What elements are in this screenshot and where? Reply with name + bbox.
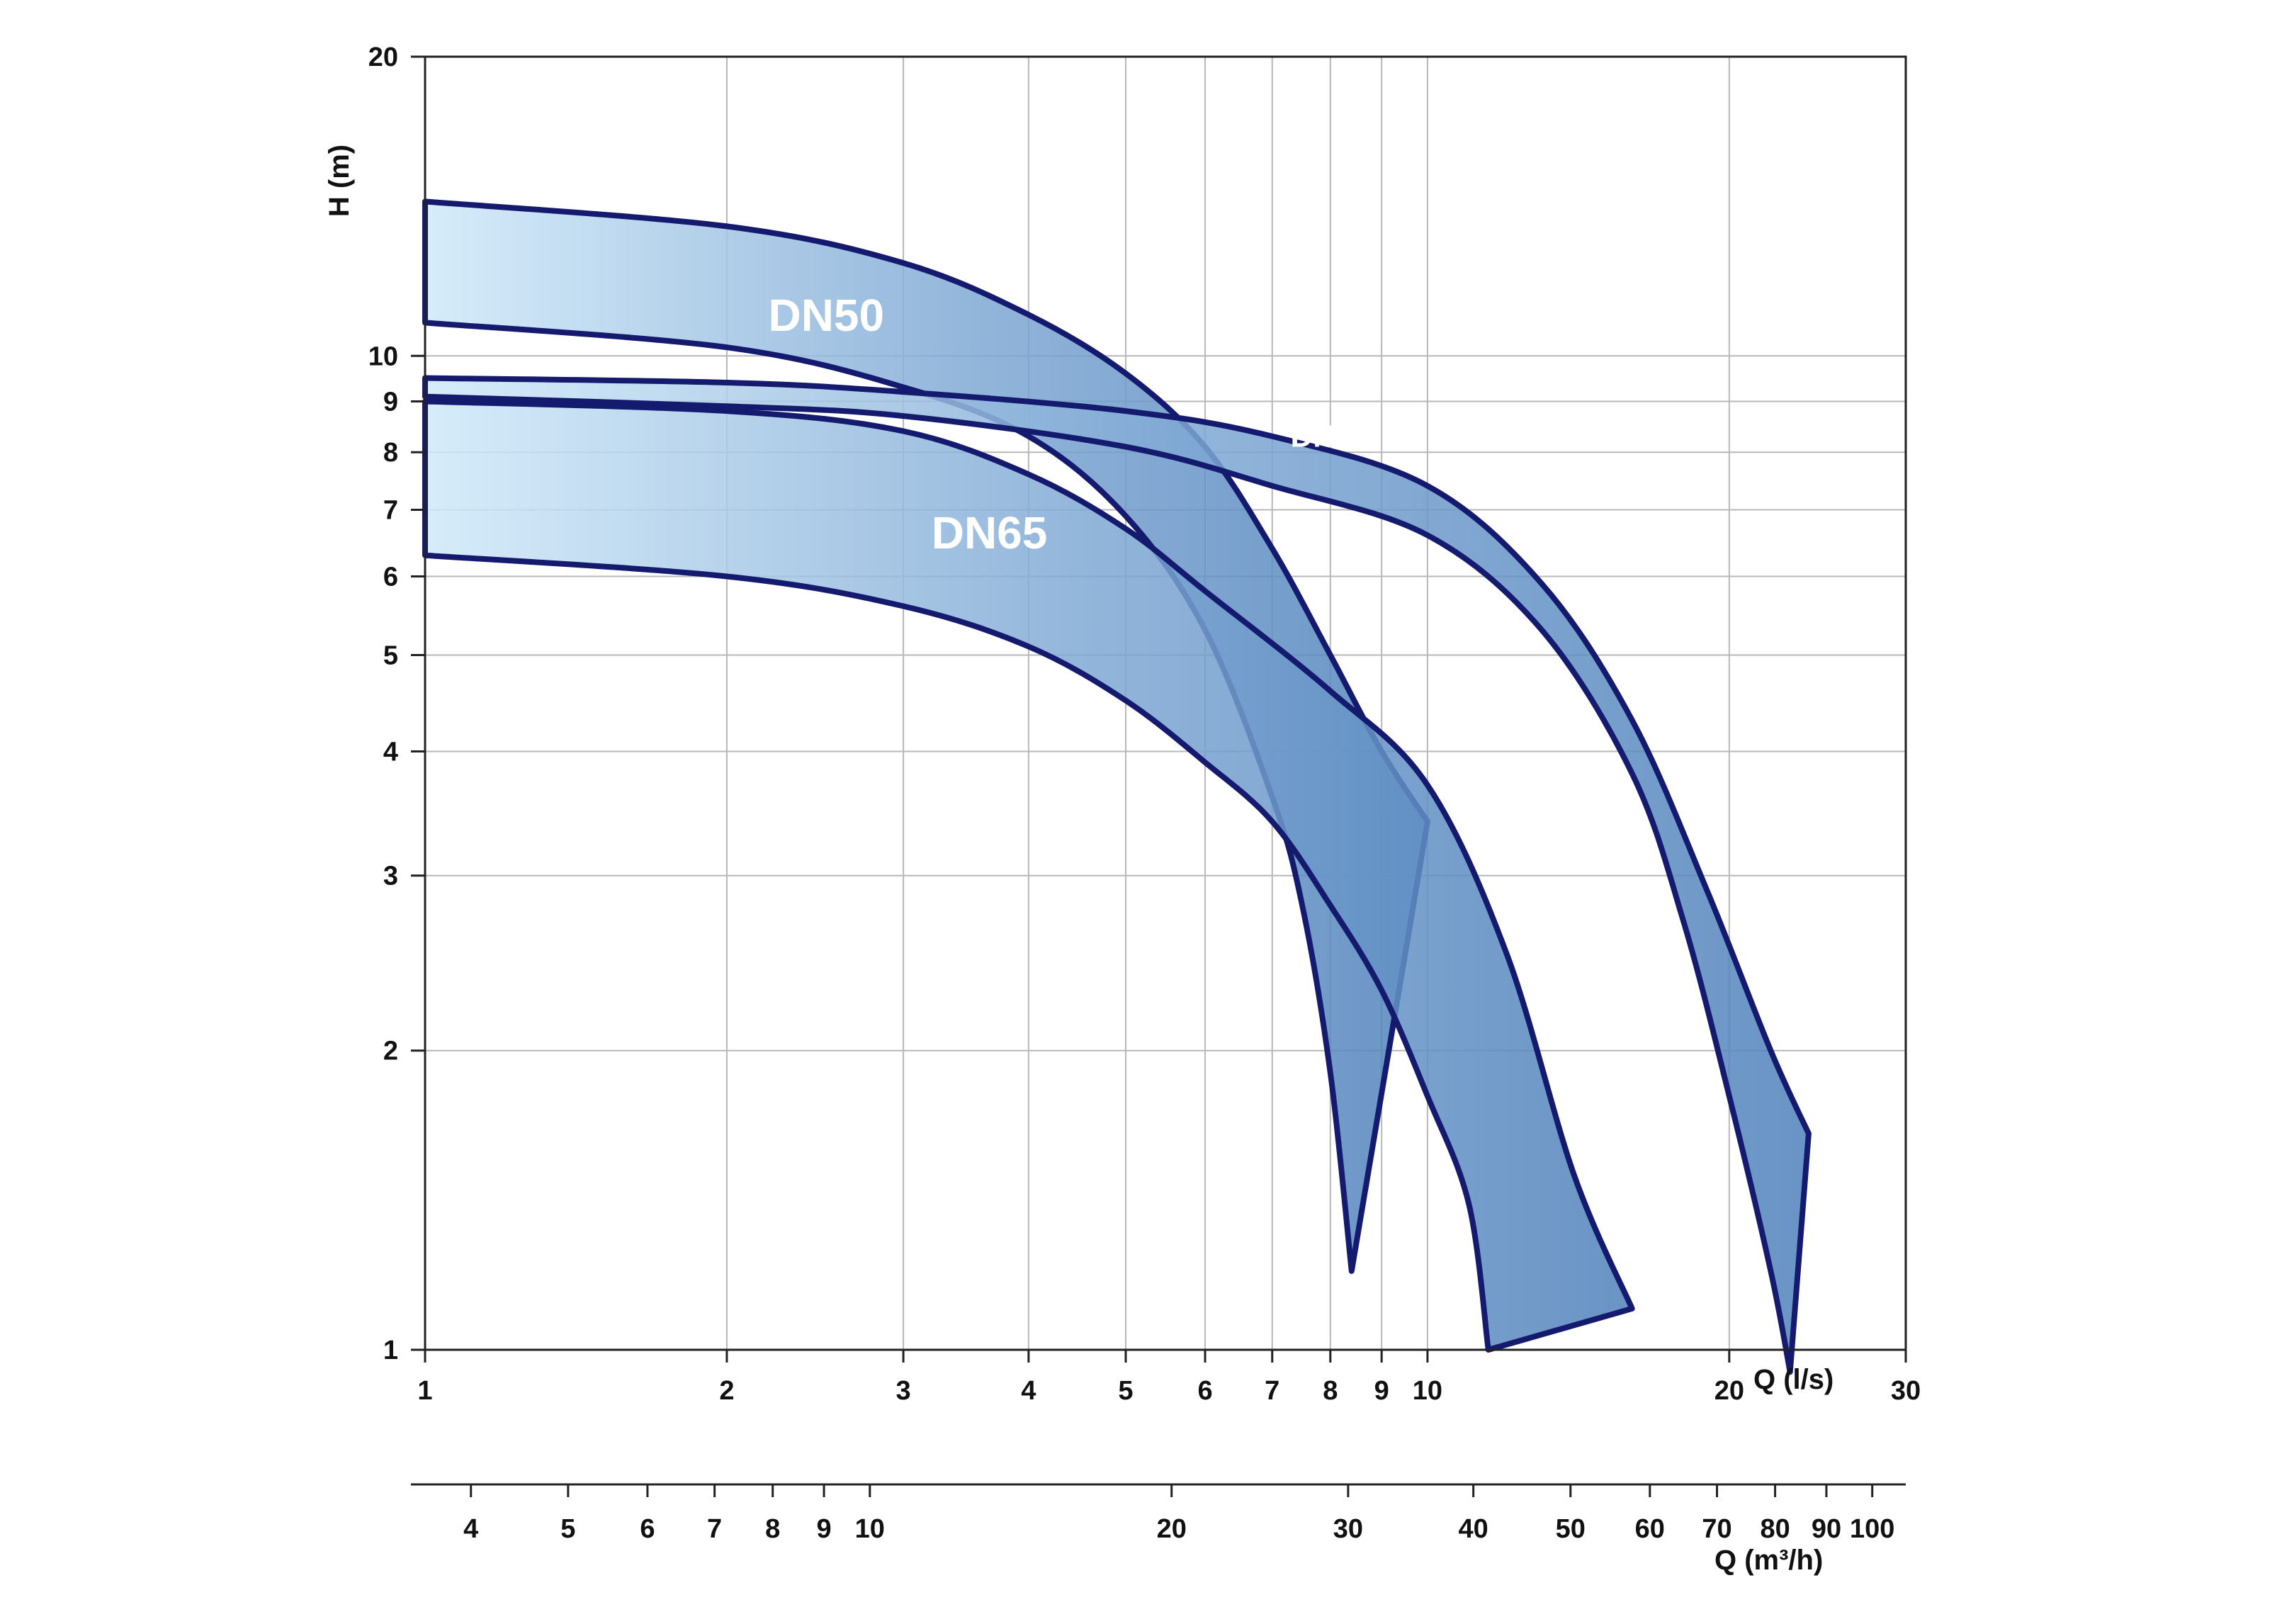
x2-tick-label: 8 xyxy=(765,1514,780,1544)
band-dn80 xyxy=(422,375,1812,1375)
x2-tick-label: 70 xyxy=(1702,1514,1731,1544)
y-axis-ticks: 1 2 3 4 5 6 7 8 9 10 20 xyxy=(368,43,425,1365)
y-tick-label: 20 xyxy=(368,43,398,72)
x2-tick-label: 9 xyxy=(816,1514,831,1544)
x-axis-ticks: 1 2 3 4 5 6 7 8 9 10 20 30 xyxy=(417,1350,1921,1406)
y-tick-label: 1 xyxy=(383,1336,398,1365)
x2-tick-label: 10 xyxy=(855,1514,885,1544)
performance-bands xyxy=(422,198,1812,1375)
y-tick-label: 5 xyxy=(383,641,398,671)
band-labels: DN50 DN65 DN80 xyxy=(768,290,1370,558)
x2-tick-label: 6 xyxy=(640,1514,655,1544)
x-tick-label: 3 xyxy=(896,1376,911,1406)
y-tick-label: 8 xyxy=(383,438,398,468)
x2-axis-title: Q (m³/h) xyxy=(1714,1545,1823,1576)
band-label-dn50: DN50 xyxy=(768,290,884,341)
x-tick-label: 10 xyxy=(1413,1376,1442,1406)
y-tick-label: 2 xyxy=(383,1037,398,1066)
y-tick-label: 10 xyxy=(368,342,398,371)
x-axis-title: Q (l/s) xyxy=(1753,1364,1833,1395)
x2-tick-label: 30 xyxy=(1333,1514,1363,1544)
x-tick-label: 6 xyxy=(1197,1376,1212,1406)
x-tick-label: 20 xyxy=(1714,1376,1744,1406)
x2-tick-label: 60 xyxy=(1635,1514,1665,1544)
y-tick-label: 3 xyxy=(383,862,398,891)
band-label-dn65: DN65 xyxy=(932,507,1048,558)
x2-tick-label: 90 xyxy=(1812,1514,1841,1544)
x2-tick-label: 50 xyxy=(1556,1514,1586,1544)
x2-tick-label: 100 xyxy=(1850,1514,1894,1544)
y-tick-label: 9 xyxy=(383,387,398,417)
x-tick-label: 8 xyxy=(1323,1376,1338,1406)
y-tick-label: 4 xyxy=(383,737,398,767)
x-tick-label: 4 xyxy=(1021,1376,1036,1406)
x2-tick-label: 40 xyxy=(1459,1514,1488,1544)
x-tick-label: 30 xyxy=(1891,1376,1921,1406)
y-tick-label: 7 xyxy=(383,496,398,526)
x2-tick-label: 80 xyxy=(1760,1514,1790,1544)
x-tick-label: 7 xyxy=(1265,1376,1279,1406)
x2-tick-label: 7 xyxy=(707,1514,722,1544)
x-tick-label: 1 xyxy=(417,1376,432,1406)
x2-tick-label: 4 xyxy=(463,1514,478,1544)
x2-tick-label: 5 xyxy=(560,1514,575,1544)
x-tick-label: 5 xyxy=(1118,1376,1133,1406)
y-axis-title: H (m) xyxy=(324,145,355,217)
x-tick-label: 9 xyxy=(1374,1376,1389,1406)
band-dn65 xyxy=(422,398,1635,1353)
band-label-dn80: DN80 xyxy=(1291,419,1371,454)
plot-frame xyxy=(411,55,1907,1486)
x2-axis-ticks: 4 5 6 7 8 9 10 20 30 40 50 60 70 80 90 100 xyxy=(463,1484,1894,1544)
x-tick-label: 2 xyxy=(719,1376,734,1406)
x2-tick-label: 20 xyxy=(1157,1514,1187,1544)
y-tick-label: 6 xyxy=(383,562,398,592)
plot-border xyxy=(424,55,1907,1351)
